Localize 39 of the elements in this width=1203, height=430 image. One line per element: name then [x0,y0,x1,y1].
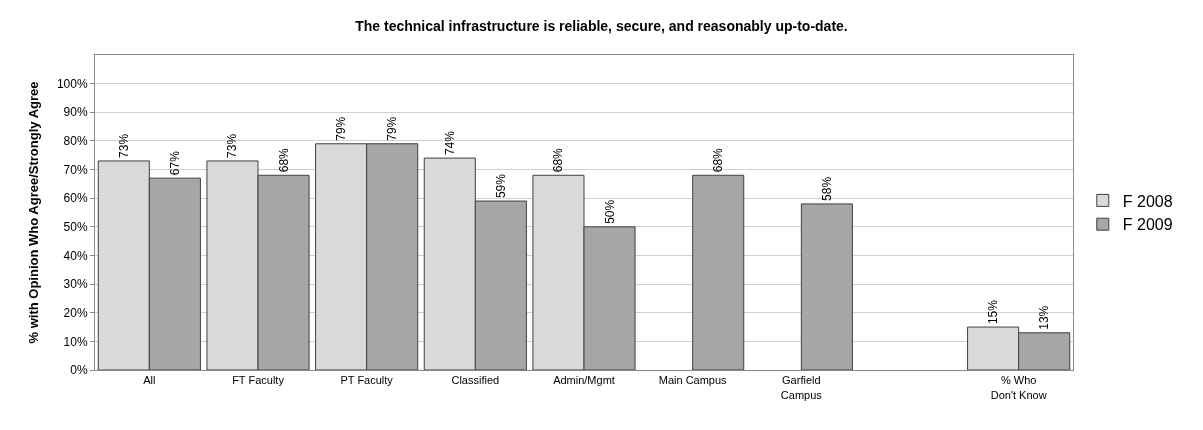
x-tick-label: Classified [451,374,500,387]
data-label: 73% [116,133,131,158]
data-label: 74% [442,130,457,156]
data-label: 15% [986,299,1001,325]
x-tick-label: PT Faculty [340,374,394,387]
y-tick-label: 30% [63,277,88,292]
y-tick-label: 0% [70,363,88,378]
data-label: 13% [1037,305,1052,330]
y-tick-label: 80% [63,134,88,149]
chart-title: The technical infrastructure is reliable, secure, and reasonably up-to-date. [355,18,848,35]
data-label: 79% [334,116,349,141]
x-tick-label: Main Campus [658,374,728,387]
data-label: 58% [819,176,834,201]
data-label: 68% [551,147,566,173]
y-tick-label: 20% [63,305,88,320]
bar [800,203,853,370]
x-tick-label: FT Faculty [232,374,285,387]
x-tick-label: All [143,374,156,387]
y-tick-label: 60% [63,191,88,206]
legend-label: F 2009 [1122,216,1173,234]
data-label: 50% [602,199,617,224]
data-label: 73% [225,133,240,158]
y-tick-label: 10% [63,334,88,349]
y-tick-label: 70% [63,162,88,177]
y-axis-title: % with Opinion Who Agree/Strongly Agree [25,81,41,344]
data-label: 59% [493,173,508,199]
y-tick-label: 100% [56,76,88,91]
x-tick-label: % Who Don't Know [990,374,1047,401]
y-tick-label: 40% [63,248,88,263]
data-label: 68% [711,147,726,173]
data-label: 67% [167,150,182,176]
y-tick-label: 50% [63,220,88,235]
data-label: 79% [385,116,400,141]
y-tick-label: 90% [63,105,88,120]
x-tick-label: Garfield Campus [780,374,823,401]
x-tick-label: Admin/Mgmt [553,374,615,387]
data-label: 68% [276,147,291,173]
legend-label: F 2008 [1122,192,1173,210]
bar [692,174,745,370]
